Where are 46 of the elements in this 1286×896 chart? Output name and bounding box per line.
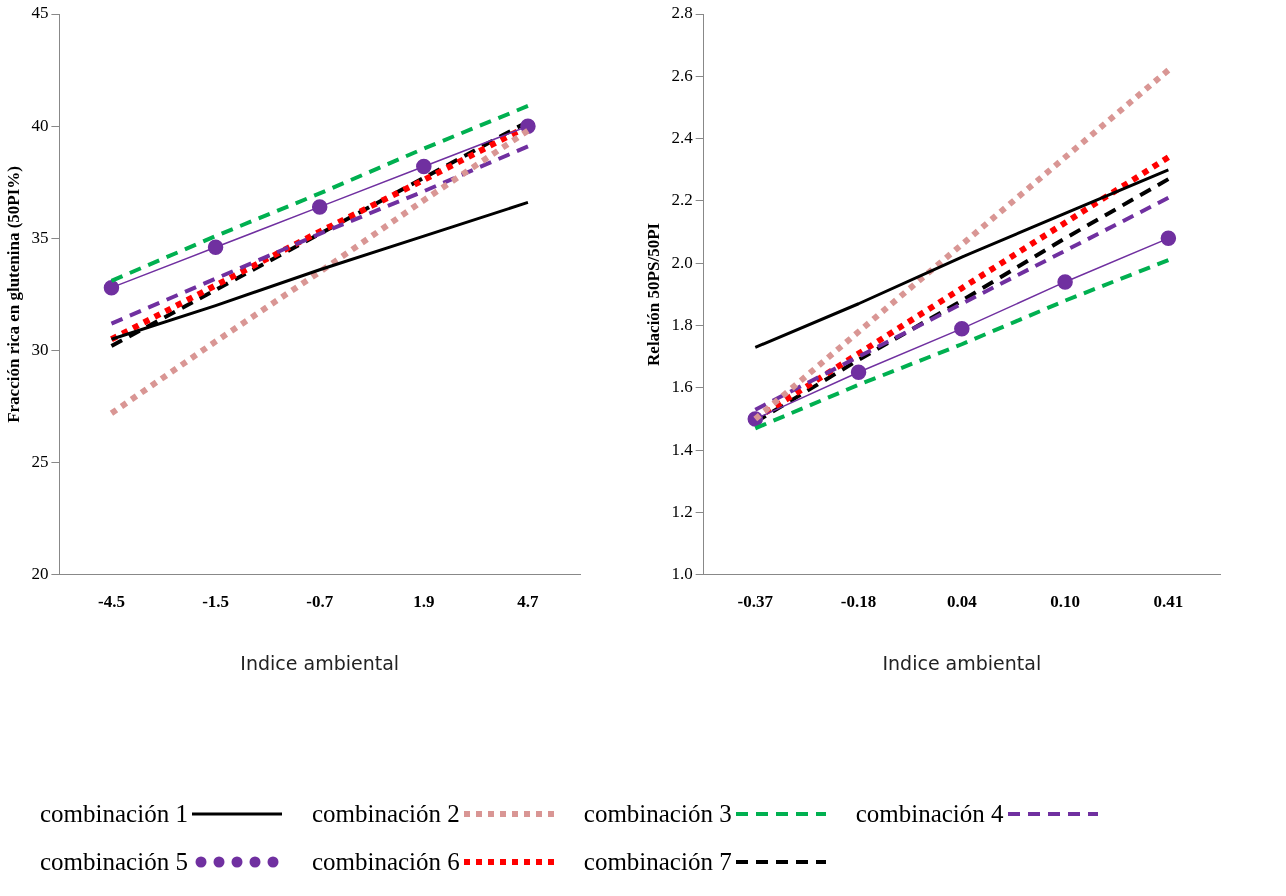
legend-label: combinación 4 — [855, 800, 1004, 828]
y-tick-label: 2.8 — [671, 3, 693, 23]
legend-label: combinación 6 — [311, 848, 460, 876]
y-tick-label: 1.4 — [671, 439, 694, 459]
y-tick-label: 1.2 — [671, 501, 693, 521]
line-series — [109, 144, 530, 326]
legend-label: combinación 3 — [583, 800, 732, 828]
point — [1160, 230, 1177, 247]
x-tick-label: -0.37 — [737, 592, 774, 612]
x-axis-title: Indice ambiental — [240, 651, 400, 674]
y-tick-label: 2.0 — [671, 252, 693, 272]
x-tick-label: -0.7 — [306, 592, 334, 612]
x-tick-label: 4.7 — [517, 592, 540, 612]
legend-label: combinación 1 — [40, 800, 188, 828]
x-tick-label: -1.5 — [202, 592, 230, 612]
y-axis-title: Fracción rica en glutenina (50PI%) — [3, 165, 23, 423]
x-tick-label: -4.5 — [98, 592, 125, 612]
point — [1057, 274, 1073, 290]
y-tick-label: 40 — [31, 115, 49, 135]
y-tick-label: 1.6 — [671, 377, 693, 397]
y-tick-label: 1.0 — [671, 564, 693, 584]
y-tick-label: 1.8 — [671, 315, 693, 335]
point — [954, 320, 970, 337]
point — [850, 364, 867, 381]
point — [416, 158, 432, 175]
legend-label: combinación 2 — [311, 800, 460, 828]
point — [207, 239, 224, 256]
y-tick-label: 2.2 — [671, 190, 693, 210]
legend-label: combinación 5 — [40, 848, 188, 876]
y-axis-title: Relación 50PS/50PI — [643, 222, 663, 366]
y-tick-label: 20 — [31, 564, 49, 584]
x-axis-title: Indice ambiental — [882, 651, 1042, 674]
x-tick-label: 1.9 — [413, 592, 435, 612]
x-tick-label: 0.04 — [946, 592, 978, 612]
legend-label: combinación 7 — [583, 848, 732, 876]
x-tick-label: -0.18 — [840, 592, 877, 612]
y-tick-label: 35 — [31, 227, 49, 247]
y-tick-label: 25 — [31, 452, 49, 472]
y-tick-label: 2.6 — [671, 65, 693, 85]
point — [311, 199, 328, 215]
point — [103, 279, 120, 296]
x-tick-label: 0.41 — [1153, 592, 1184, 612]
y-tick-label: 30 — [31, 339, 49, 359]
x-tick-label: 0.10 — [1050, 592, 1080, 612]
y-tick-label: 45 — [31, 3, 49, 23]
y-tick-label: 2.4 — [671, 128, 694, 148]
